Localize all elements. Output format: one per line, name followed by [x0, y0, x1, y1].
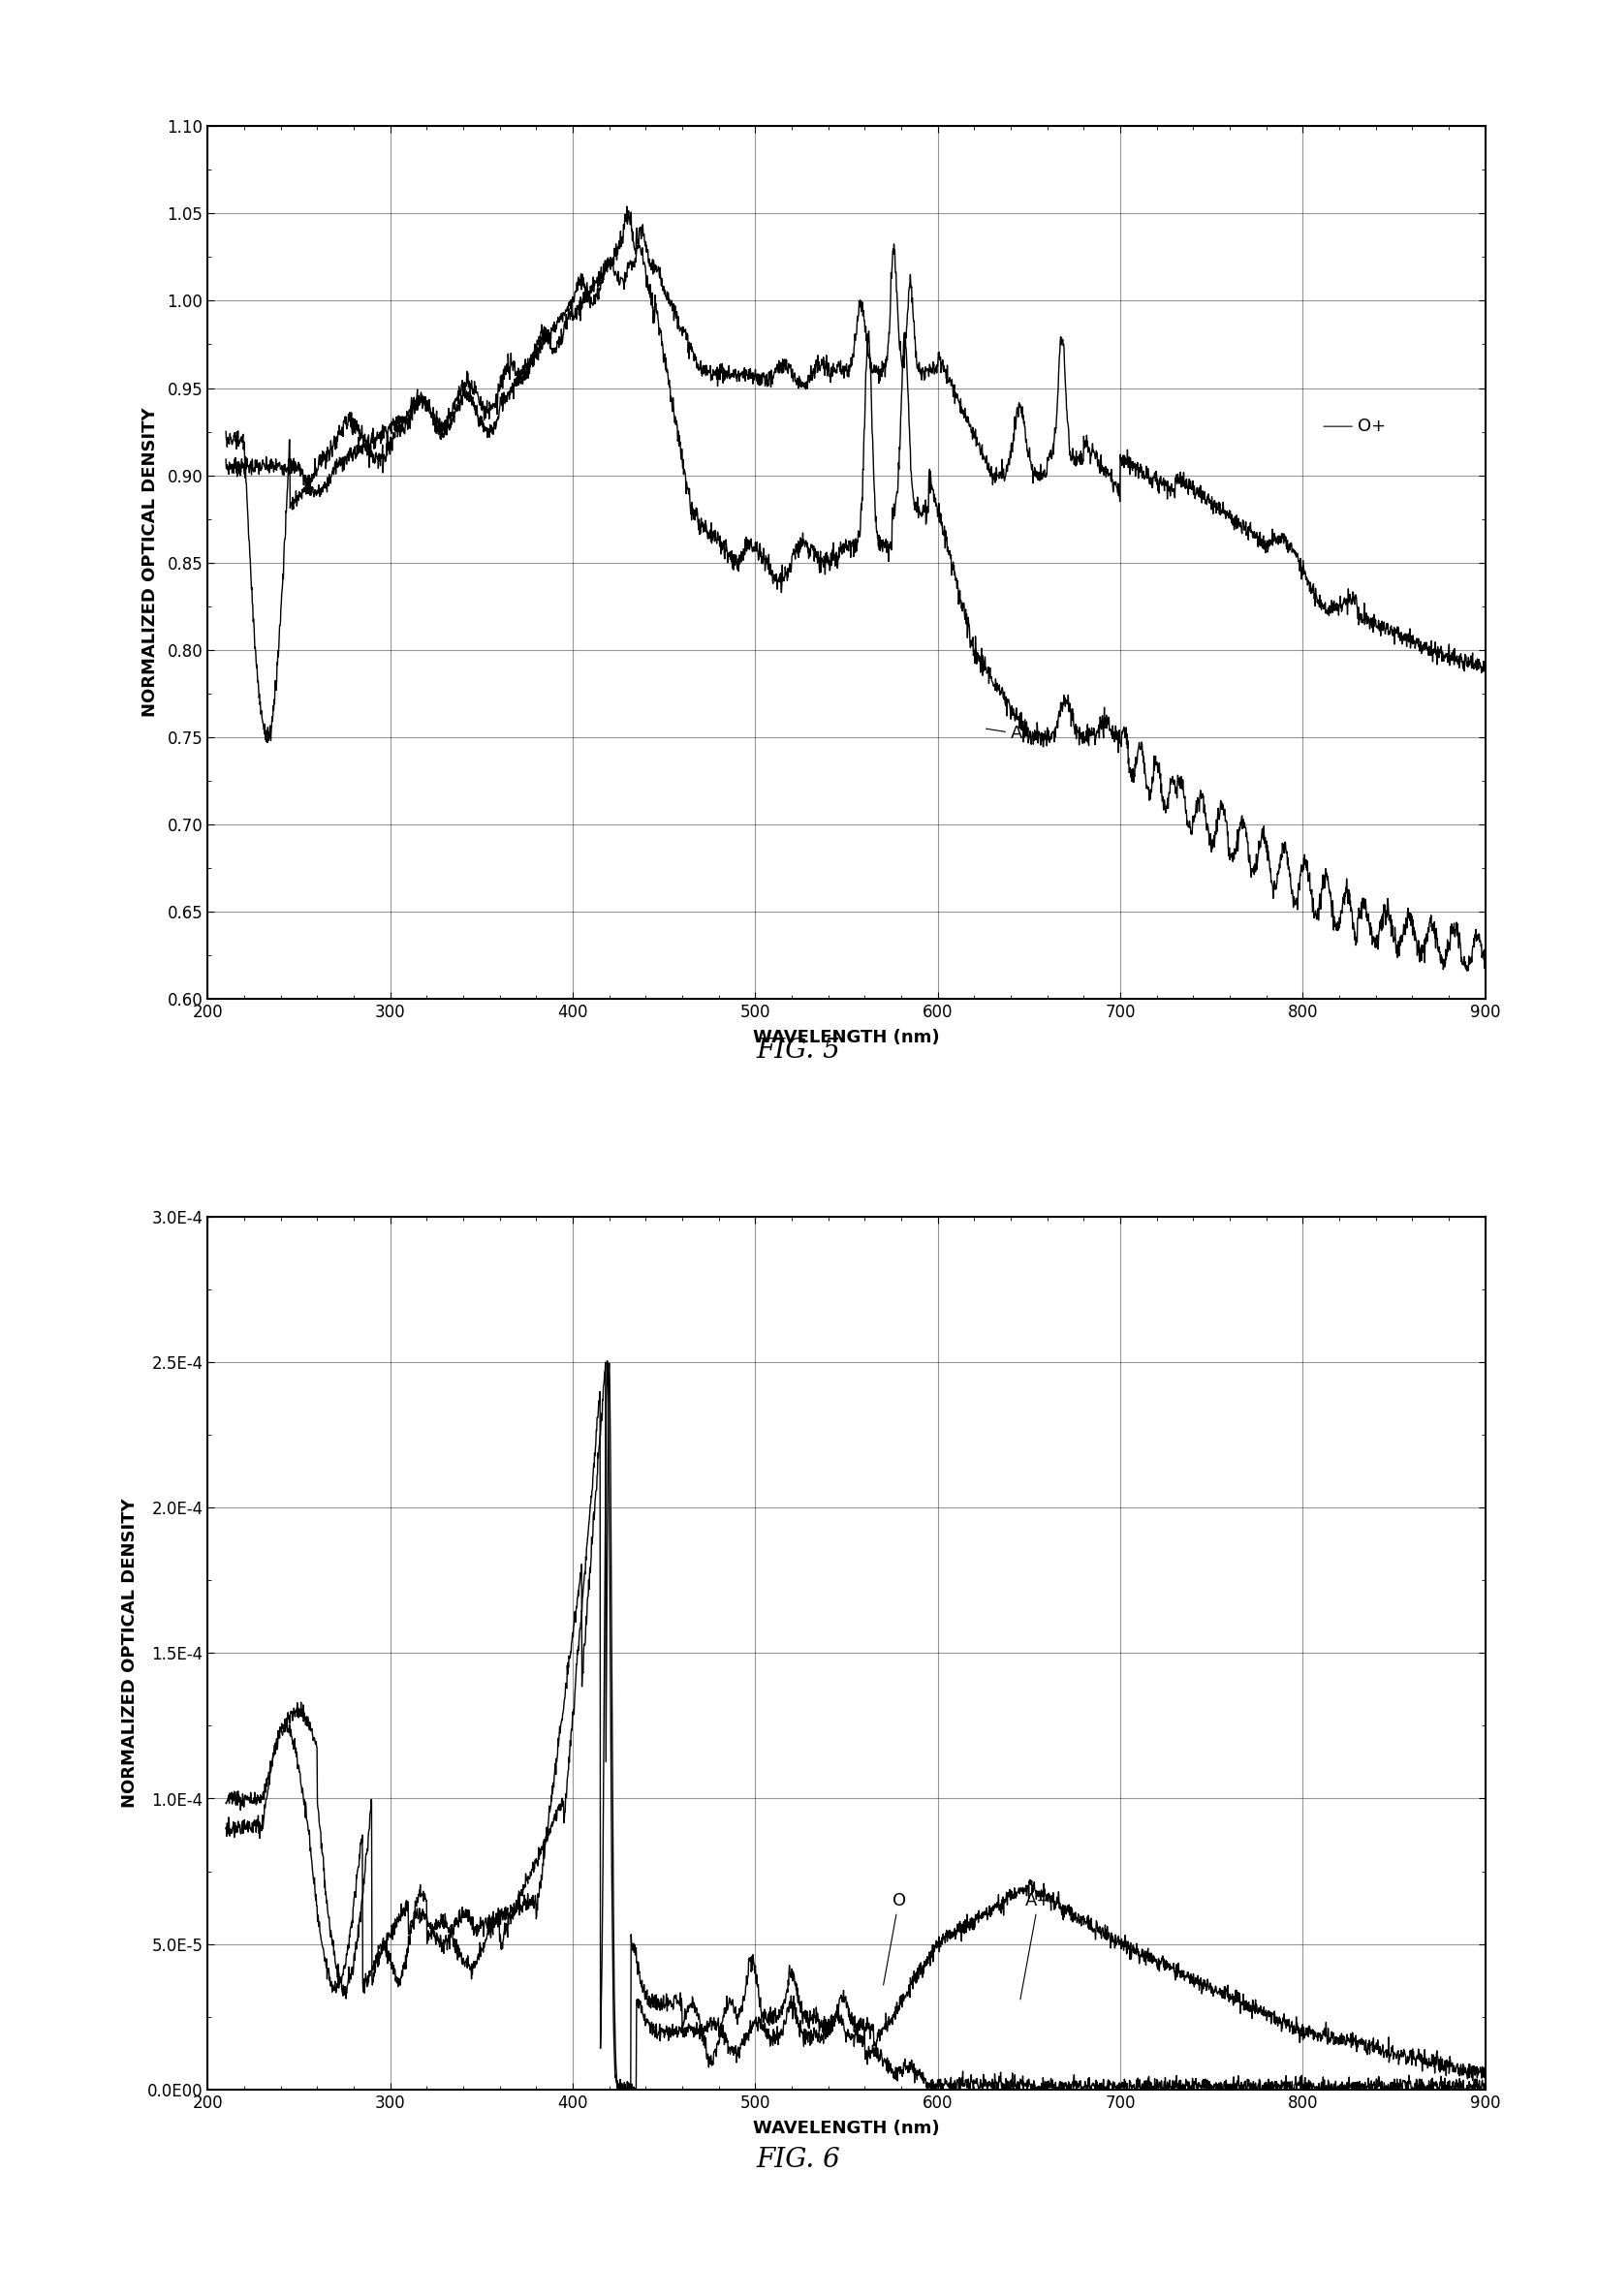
Text: O+: O+ [1324, 418, 1386, 436]
Y-axis label: NORMALIZED OPTICAL DENSITY: NORMALIZED OPTICAL DENSITY [142, 409, 160, 716]
Text: A+: A+ [1020, 1892, 1052, 2000]
X-axis label: WAVELENGTH (nm): WAVELENGTH (nm) [754, 1029, 939, 1047]
Text: FIG. 5: FIG. 5 [757, 1038, 840, 1063]
Text: O: O [883, 1892, 905, 1986]
X-axis label: WAVELENGTH (nm): WAVELENGTH (nm) [754, 2119, 939, 2138]
Text: FIG. 6: FIG. 6 [757, 2147, 840, 2172]
Y-axis label: NORMALIZED OPTICAL DENSITY: NORMALIZED OPTICAL DENSITY [121, 1499, 139, 1807]
Text: A: A [985, 726, 1022, 742]
